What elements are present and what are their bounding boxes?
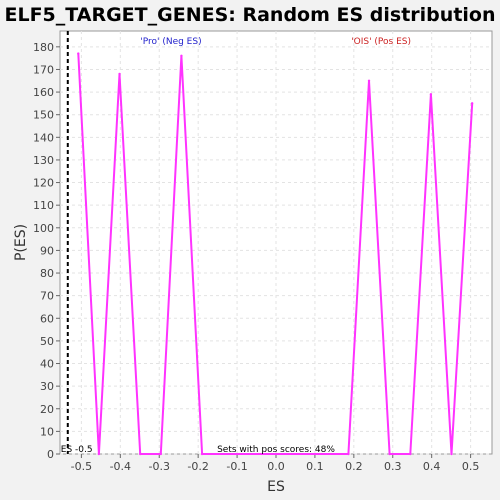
y-tick-label: 160 xyxy=(33,86,54,99)
y-tick-label: 10 xyxy=(40,425,54,438)
y-tick-label: 110 xyxy=(33,199,54,212)
y-tick-label: 0 xyxy=(47,448,54,461)
y-tick-label: 30 xyxy=(40,380,54,393)
pos-es-label: 'OIS' (Pos ES) xyxy=(351,37,411,47)
series-point xyxy=(429,93,433,96)
series-point xyxy=(77,52,80,55)
y-axis-ticks: 0 10 20 30 40 50 60 70 80 90 100 110 120 130 140 150 160… xyxy=(33,41,60,461)
x-tick-label: 0.4 xyxy=(423,460,441,473)
y-tick-label: 40 xyxy=(40,358,54,371)
y-tick-label: 130 xyxy=(33,154,54,167)
y-tick-label: 150 xyxy=(33,109,54,122)
y-tick-label: 60 xyxy=(40,312,54,325)
y-tick-label: 140 xyxy=(33,131,54,144)
y-tick-label: 80 xyxy=(40,267,54,280)
series-line xyxy=(77,53,474,455)
x-tick-label: -0.1 xyxy=(226,460,247,473)
series-group xyxy=(77,52,474,456)
y-tick-label: 90 xyxy=(40,244,54,257)
y-tick-label: 70 xyxy=(40,290,54,303)
series-point xyxy=(409,452,412,456)
x-tick-label: 0.3 xyxy=(384,460,402,473)
series-point xyxy=(97,452,101,456)
x-tick-label: 0.1 xyxy=(306,460,324,473)
series-point xyxy=(138,452,142,456)
series-point xyxy=(388,452,391,456)
y-tick-label: 20 xyxy=(40,403,54,416)
grid xyxy=(60,31,492,455)
x-tick-label: -0.3 xyxy=(149,460,170,473)
y-axis-label: P(ES) xyxy=(13,224,29,261)
series-point xyxy=(159,452,162,456)
y-tick-label: 120 xyxy=(33,177,54,190)
series-point xyxy=(367,79,371,82)
x-tick-label: 0.2 xyxy=(345,460,363,473)
x-axis-ticks: -0.5 -0.4 -0.3 -0.2 -0.1 0.0 0.1 0.2 0.3 0.4 0.5 xyxy=(71,454,480,473)
x-tick-label: 0.5 xyxy=(462,460,480,473)
y-tick-label: 180 xyxy=(33,41,54,54)
actual-es-label: ES -0.5 xyxy=(61,445,93,455)
neg-es-label: 'Pro' (Neg ES) xyxy=(140,37,201,47)
x-axis-label: ES xyxy=(267,479,285,495)
x-tick-label: 0.0 xyxy=(267,460,285,473)
series-point xyxy=(200,452,204,456)
series-point xyxy=(180,54,183,58)
y-tick-label: 50 xyxy=(40,335,54,348)
x-tick-label: -0.5 xyxy=(71,460,92,473)
y-tick-label: 100 xyxy=(33,222,54,235)
y-tick-label: 170 xyxy=(33,63,54,76)
x-tick-label: -0.2 xyxy=(187,460,208,473)
chart-title: ELF5_TARGET_GENES: Random ES distributio… xyxy=(4,4,495,26)
x-tick-label: -0.4 xyxy=(110,460,131,473)
sets-pos-scores-label: Sets with pos scores: 48% xyxy=(217,445,335,455)
series-point xyxy=(118,72,121,76)
series-point xyxy=(450,452,453,456)
series-point xyxy=(470,102,474,105)
series-point xyxy=(347,452,350,456)
